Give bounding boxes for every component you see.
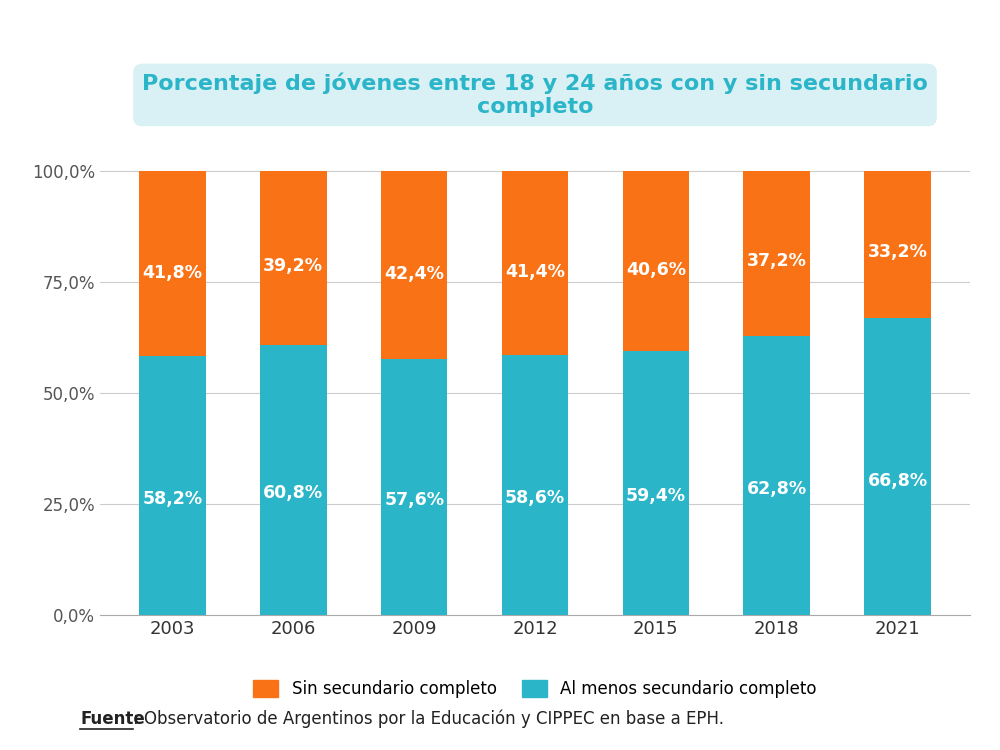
Bar	[743, 170, 810, 336]
Text: 59,4%: 59,4%	[626, 488, 686, 506]
Legend: Sin secundario completo, Al menos secundario completo: Sin secundario completo, Al menos secund…	[245, 671, 825, 706]
Text: 62,8%: 62,8%	[747, 481, 807, 499]
Bar	[260, 170, 327, 345]
Text: 33,2%: 33,2%	[868, 243, 927, 261]
Text: 42,4%: 42,4%	[384, 266, 444, 284]
Text: 39,2%: 39,2%	[263, 257, 323, 275]
Text: 41,4%: 41,4%	[505, 262, 565, 280]
Bar	[502, 355, 568, 615]
Bar	[381, 170, 447, 359]
Bar	[260, 345, 327, 615]
Text: 37,2%: 37,2%	[747, 253, 807, 271]
Text: Fuente: Fuente	[80, 710, 145, 728]
Bar	[139, 356, 206, 615]
Text: 57,6%: 57,6%	[384, 490, 444, 508]
Bar	[502, 170, 568, 355]
Text: 40,6%: 40,6%	[626, 261, 686, 279]
Bar	[743, 336, 810, 615]
Text: 66,8%: 66,8%	[867, 472, 928, 490]
Bar	[381, 359, 447, 615]
Bar	[139, 170, 206, 356]
Text: : Observatorio de Argentinos por la Educación y CIPPEC en base a EPH.: : Observatorio de Argentinos por la Educ…	[133, 709, 724, 728]
Bar	[623, 351, 689, 615]
Text: 58,2%: 58,2%	[142, 490, 203, 508]
Bar	[864, 318, 931, 615]
Text: 58,6%: 58,6%	[505, 489, 565, 507]
Text: 60,8%: 60,8%	[263, 484, 323, 502]
Bar	[623, 170, 689, 351]
Text: 41,8%: 41,8%	[143, 264, 202, 282]
Bar	[864, 170, 931, 318]
Text: Porcentaje de jóvenes entre 18 y 24 años con y sin secundario
completo: Porcentaje de jóvenes entre 18 y 24 años…	[142, 73, 928, 117]
